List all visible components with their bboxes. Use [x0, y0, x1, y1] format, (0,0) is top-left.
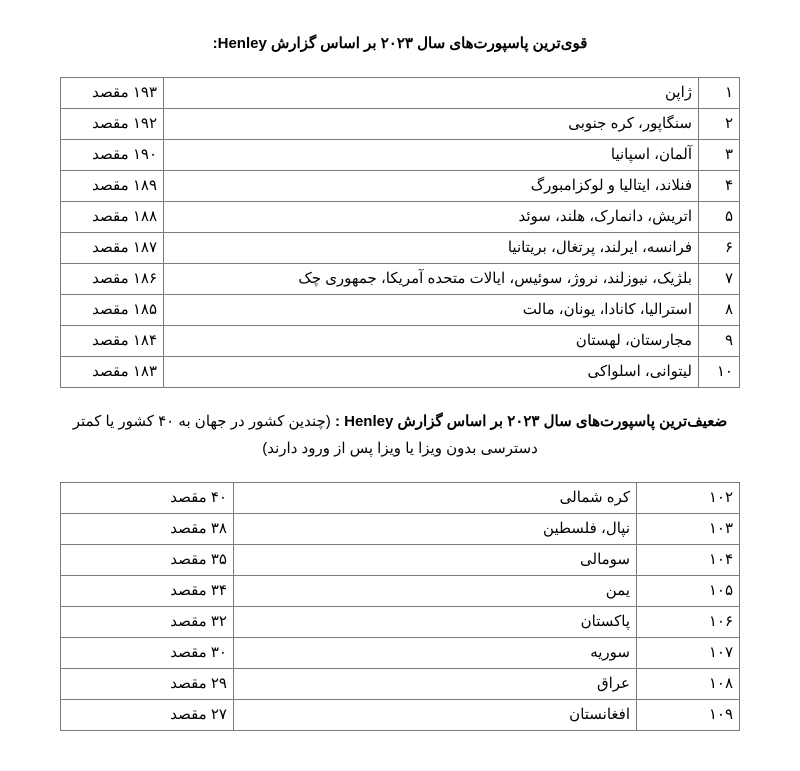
country-cell: استرالیا، کانادا، یونان، مالت	[164, 295, 699, 326]
rank-cell: ۸	[699, 295, 740, 326]
country-cell: اتریش، دانمارک، هلند، سوئد	[164, 202, 699, 233]
strongest-tbody: ۱ژاپن۱۹۳ مقصد۲سنگاپور، کره جنوبی۱۹۲ مقصد…	[61, 78, 740, 388]
score-cell: ۳۰ مقصد	[61, 638, 234, 669]
table-row: ۱۰۷سوریه۳۰ مقصد	[61, 638, 740, 669]
score-cell: ۱۸۶ مقصد	[61, 264, 164, 295]
table-row: ۱ژاپن۱۹۳ مقصد	[61, 78, 740, 109]
weakest-title-en: Henley	[344, 413, 393, 430]
score-cell: ۱۸۵ مقصد	[61, 295, 164, 326]
score-cell: ۱۹۰ مقصد	[61, 140, 164, 171]
rank-cell: ۶	[699, 233, 740, 264]
country-cell: عراق	[234, 669, 637, 700]
rank-cell: ۱۰۴	[637, 545, 740, 576]
table-row: ۷بلژیک، نیوزلند، نروژ، سوئیس، ایالات متح…	[61, 264, 740, 295]
table-row: ۱۰۵یمن۳۴ مقصد	[61, 576, 740, 607]
score-cell: ۱۹۲ مقصد	[61, 109, 164, 140]
country-cell: فرانسه، ایرلند، پرتغال، بریتانیا	[164, 233, 699, 264]
score-cell: ۳۴ مقصد	[61, 576, 234, 607]
country-cell: ژاپن	[164, 78, 699, 109]
table-row: ۱۰۳نپال، فلسطین۳۸ مقصد	[61, 514, 740, 545]
strongest-heading: قوی‌ترین پاسپورت‌های سال ۲۰۲۳ بر اساس گز…	[60, 30, 740, 57]
rank-cell: ۲	[699, 109, 740, 140]
weakest-table: ۱۰۲کره شمالی۴۰ مقصد۱۰۳نپال، فلسطین۳۸ مقص…	[60, 482, 740, 731]
rank-cell: ۱۰	[699, 357, 740, 388]
rank-cell: ۱۰۶	[637, 607, 740, 638]
country-cell: لیتوانی، اسلواکی	[164, 357, 699, 388]
weakest-title-pre: ضعیف‌ترین پاسپورت‌های سال ۲۰۲۳ بر اساس گ…	[393, 413, 727, 430]
table-row: ۸استرالیا، کانادا، یونان، مالت۱۸۵ مقصد	[61, 295, 740, 326]
score-cell: ۱۸۹ مقصد	[61, 171, 164, 202]
score-cell: ۴۰ مقصد	[61, 483, 234, 514]
country-cell: افغانستان	[234, 700, 637, 731]
table-row: ۱۰۸عراق۲۹ مقصد	[61, 669, 740, 700]
country-cell: سنگاپور، کره جنوبی	[164, 109, 699, 140]
rank-cell: ۹	[699, 326, 740, 357]
table-row: ۱۰۶پاکستان۳۲ مقصد	[61, 607, 740, 638]
country-cell: سومالی	[234, 545, 637, 576]
score-cell: ۱۹۳ مقصد	[61, 78, 164, 109]
table-row: ۱۰۴سومالی۳۵ مقصد	[61, 545, 740, 576]
country-cell: پاکستان	[234, 607, 637, 638]
rank-cell: ۱۰۷	[637, 638, 740, 669]
strongest-title-en: Henley	[218, 35, 267, 52]
weakest-tbody: ۱۰۲کره شمالی۴۰ مقصد۱۰۳نپال، فلسطین۳۸ مقص…	[61, 483, 740, 731]
strongest-table: ۱ژاپن۱۹۳ مقصد۲سنگاپور، کره جنوبی۱۹۲ مقصد…	[60, 77, 740, 388]
rank-cell: ۱۰۵	[637, 576, 740, 607]
rank-cell: ۳	[699, 140, 740, 171]
weakest-heading: ضعیف‌ترین پاسپورت‌های سال ۲۰۲۳ بر اساس گ…	[60, 408, 740, 462]
rank-cell: ۱۰۹	[637, 700, 740, 731]
country-cell: نپال، فلسطین	[234, 514, 637, 545]
country-cell: سوریه	[234, 638, 637, 669]
rank-cell: ۵	[699, 202, 740, 233]
table-row: ۹مجارستان، لهستان۱۸۴ مقصد	[61, 326, 740, 357]
country-cell: فنلاند، ایتالیا و لوکزامبورگ	[164, 171, 699, 202]
table-row: ۵اتریش، دانمارک، هلند، سوئد۱۸۸ مقصد	[61, 202, 740, 233]
country-cell: کره شمالی	[234, 483, 637, 514]
weakest-title-mid: :	[331, 413, 344, 430]
rank-cell: ۱۰۳	[637, 514, 740, 545]
rank-cell: ۱	[699, 78, 740, 109]
country-cell: مجارستان، لهستان	[164, 326, 699, 357]
score-cell: ۳۸ مقصد	[61, 514, 234, 545]
rank-cell: ۴	[699, 171, 740, 202]
table-row: ۲سنگاپور، کره جنوبی۱۹۲ مقصد	[61, 109, 740, 140]
score-cell: ۳۲ مقصد	[61, 607, 234, 638]
score-cell: ۱۸۷ مقصد	[61, 233, 164, 264]
table-row: ۴فنلاند، ایتالیا و لوکزامبورگ۱۸۹ مقصد	[61, 171, 740, 202]
rank-cell: ۱۰۸	[637, 669, 740, 700]
rank-cell: ۱۰۲	[637, 483, 740, 514]
table-row: ۱۰۹افغانستان۲۷ مقصد	[61, 700, 740, 731]
score-cell: ۲۷ مقصد	[61, 700, 234, 731]
score-cell: ۲۹ مقصد	[61, 669, 234, 700]
score-cell: ۳۵ مقصد	[61, 545, 234, 576]
table-row: ۶فرانسه، ایرلند، پرتغال، بریتانیا۱۸۷ مقص…	[61, 233, 740, 264]
score-cell: ۱۸۴ مقصد	[61, 326, 164, 357]
country-cell: یمن	[234, 576, 637, 607]
score-cell: ۱۸۳ مقصد	[61, 357, 164, 388]
country-cell: آلمان، اسپانیا	[164, 140, 699, 171]
strongest-title-pre: قوی‌ترین پاسپورت‌های سال ۲۰۲۳ بر اساس گز…	[267, 35, 588, 52]
country-cell: بلژیک، نیوزلند، نروژ، سوئیس، ایالات متحد…	[164, 264, 699, 295]
table-row: ۱۰لیتوانی، اسلواکی۱۸۳ مقصد	[61, 357, 740, 388]
table-row: ۳آلمان، اسپانیا۱۹۰ مقصد	[61, 140, 740, 171]
score-cell: ۱۸۸ مقصد	[61, 202, 164, 233]
table-row: ۱۰۲کره شمالی۴۰ مقصد	[61, 483, 740, 514]
rank-cell: ۷	[699, 264, 740, 295]
